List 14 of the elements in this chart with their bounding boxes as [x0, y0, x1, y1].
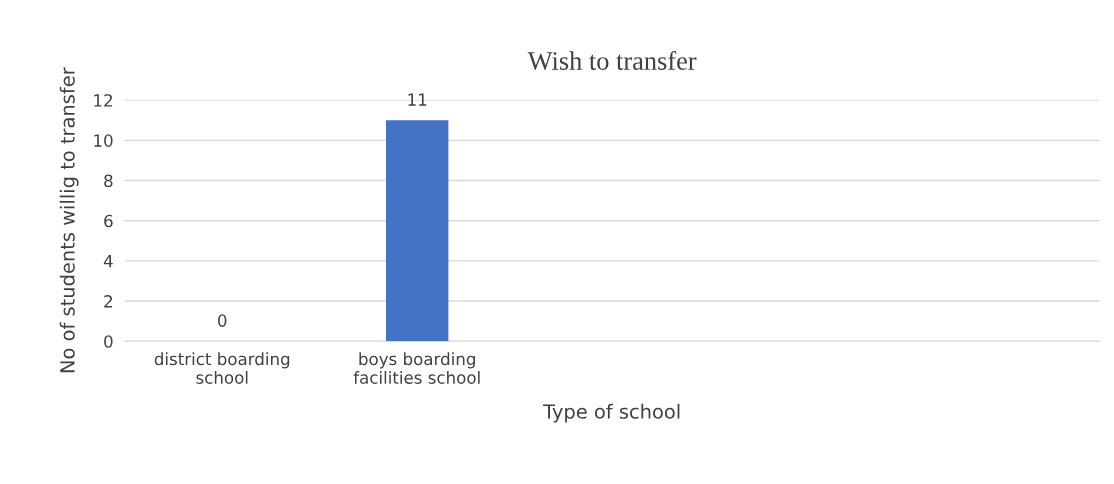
chart-title: Wish to transfer	[527, 51, 697, 71]
data-label: 11	[408, 93, 427, 106]
y-tick-label: 2	[104, 295, 112, 308]
y-tick-label: 12	[94, 94, 112, 107]
y-tick-label: 10	[94, 134, 113, 147]
y-axis-title: No of students willig to transfer	[59, 67, 79, 373]
x-axis-title: Type of school	[543, 403, 680, 423]
x-tick-label: boys boarding facilities school	[353, 352, 480, 384]
y-tick-label: 8	[104, 174, 113, 188]
y-tick-label: 6	[104, 214, 113, 228]
data-label: 0	[218, 314, 227, 327]
y-tick-label: 0	[104, 335, 113, 348]
y-tick-label: 4	[103, 255, 113, 268]
x-tick-label: district boarding school	[154, 352, 290, 384]
